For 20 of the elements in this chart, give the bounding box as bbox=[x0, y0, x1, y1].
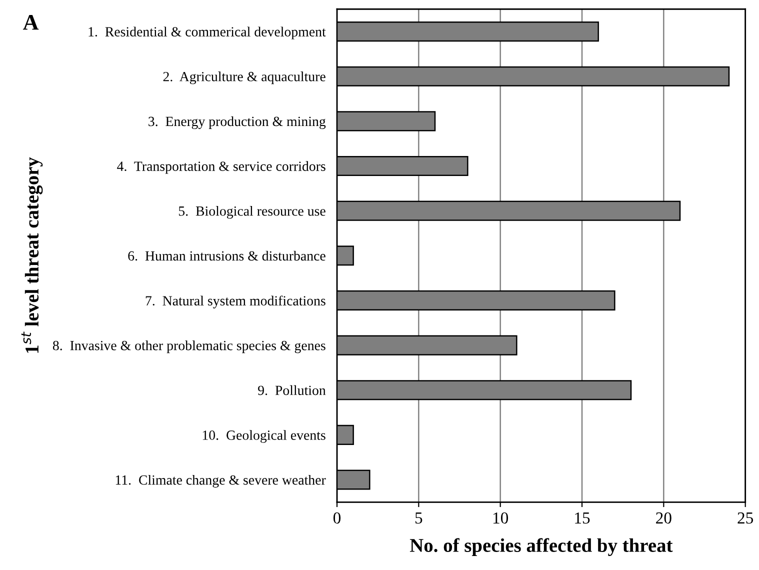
y-axis-title: 1$^{st}$ level threat category bbox=[21, 157, 43, 353]
y-tick-label: 8. Invasive & other problematic species & genes bbox=[52, 340, 326, 354]
y-tick-label: 9. Pollution bbox=[258, 385, 326, 396]
y-tick-label: 4. Transportation & service corridors bbox=[117, 161, 326, 174]
y-tick-label: 6. Human intrusions & disturbance bbox=[128, 250, 326, 261]
x-tick-label: 0 bbox=[333, 512, 341, 524]
y-tick-label: 1. Residential & commerical development bbox=[88, 26, 326, 40]
x-tick-label: 20 bbox=[656, 512, 672, 524]
y-tick-label: 10. Geological events bbox=[202, 430, 326, 443]
text: A bbox=[22, 15, 39, 30]
y-tick-label: 7. Natural system modifications bbox=[146, 296, 326, 308]
y-tick-label: 2. Agriculture & aquaculture bbox=[163, 72, 326, 84]
x-tick-label: 25 bbox=[738, 512, 754, 524]
x-tick-label: 5 bbox=[415, 512, 422, 524]
y-tick-label: 11. Climate change & severe weather bbox=[116, 474, 326, 488]
y-tick-label: 3. Energy production & mining bbox=[148, 116, 326, 129]
x-tick-label: 10 bbox=[493, 512, 508, 524]
x-axis-title: No. of species affected by threat bbox=[410, 538, 673, 556]
y-tick-label: 5. Biological resource use bbox=[178, 206, 326, 219]
x-tick-label: 15 bbox=[575, 512, 590, 524]
